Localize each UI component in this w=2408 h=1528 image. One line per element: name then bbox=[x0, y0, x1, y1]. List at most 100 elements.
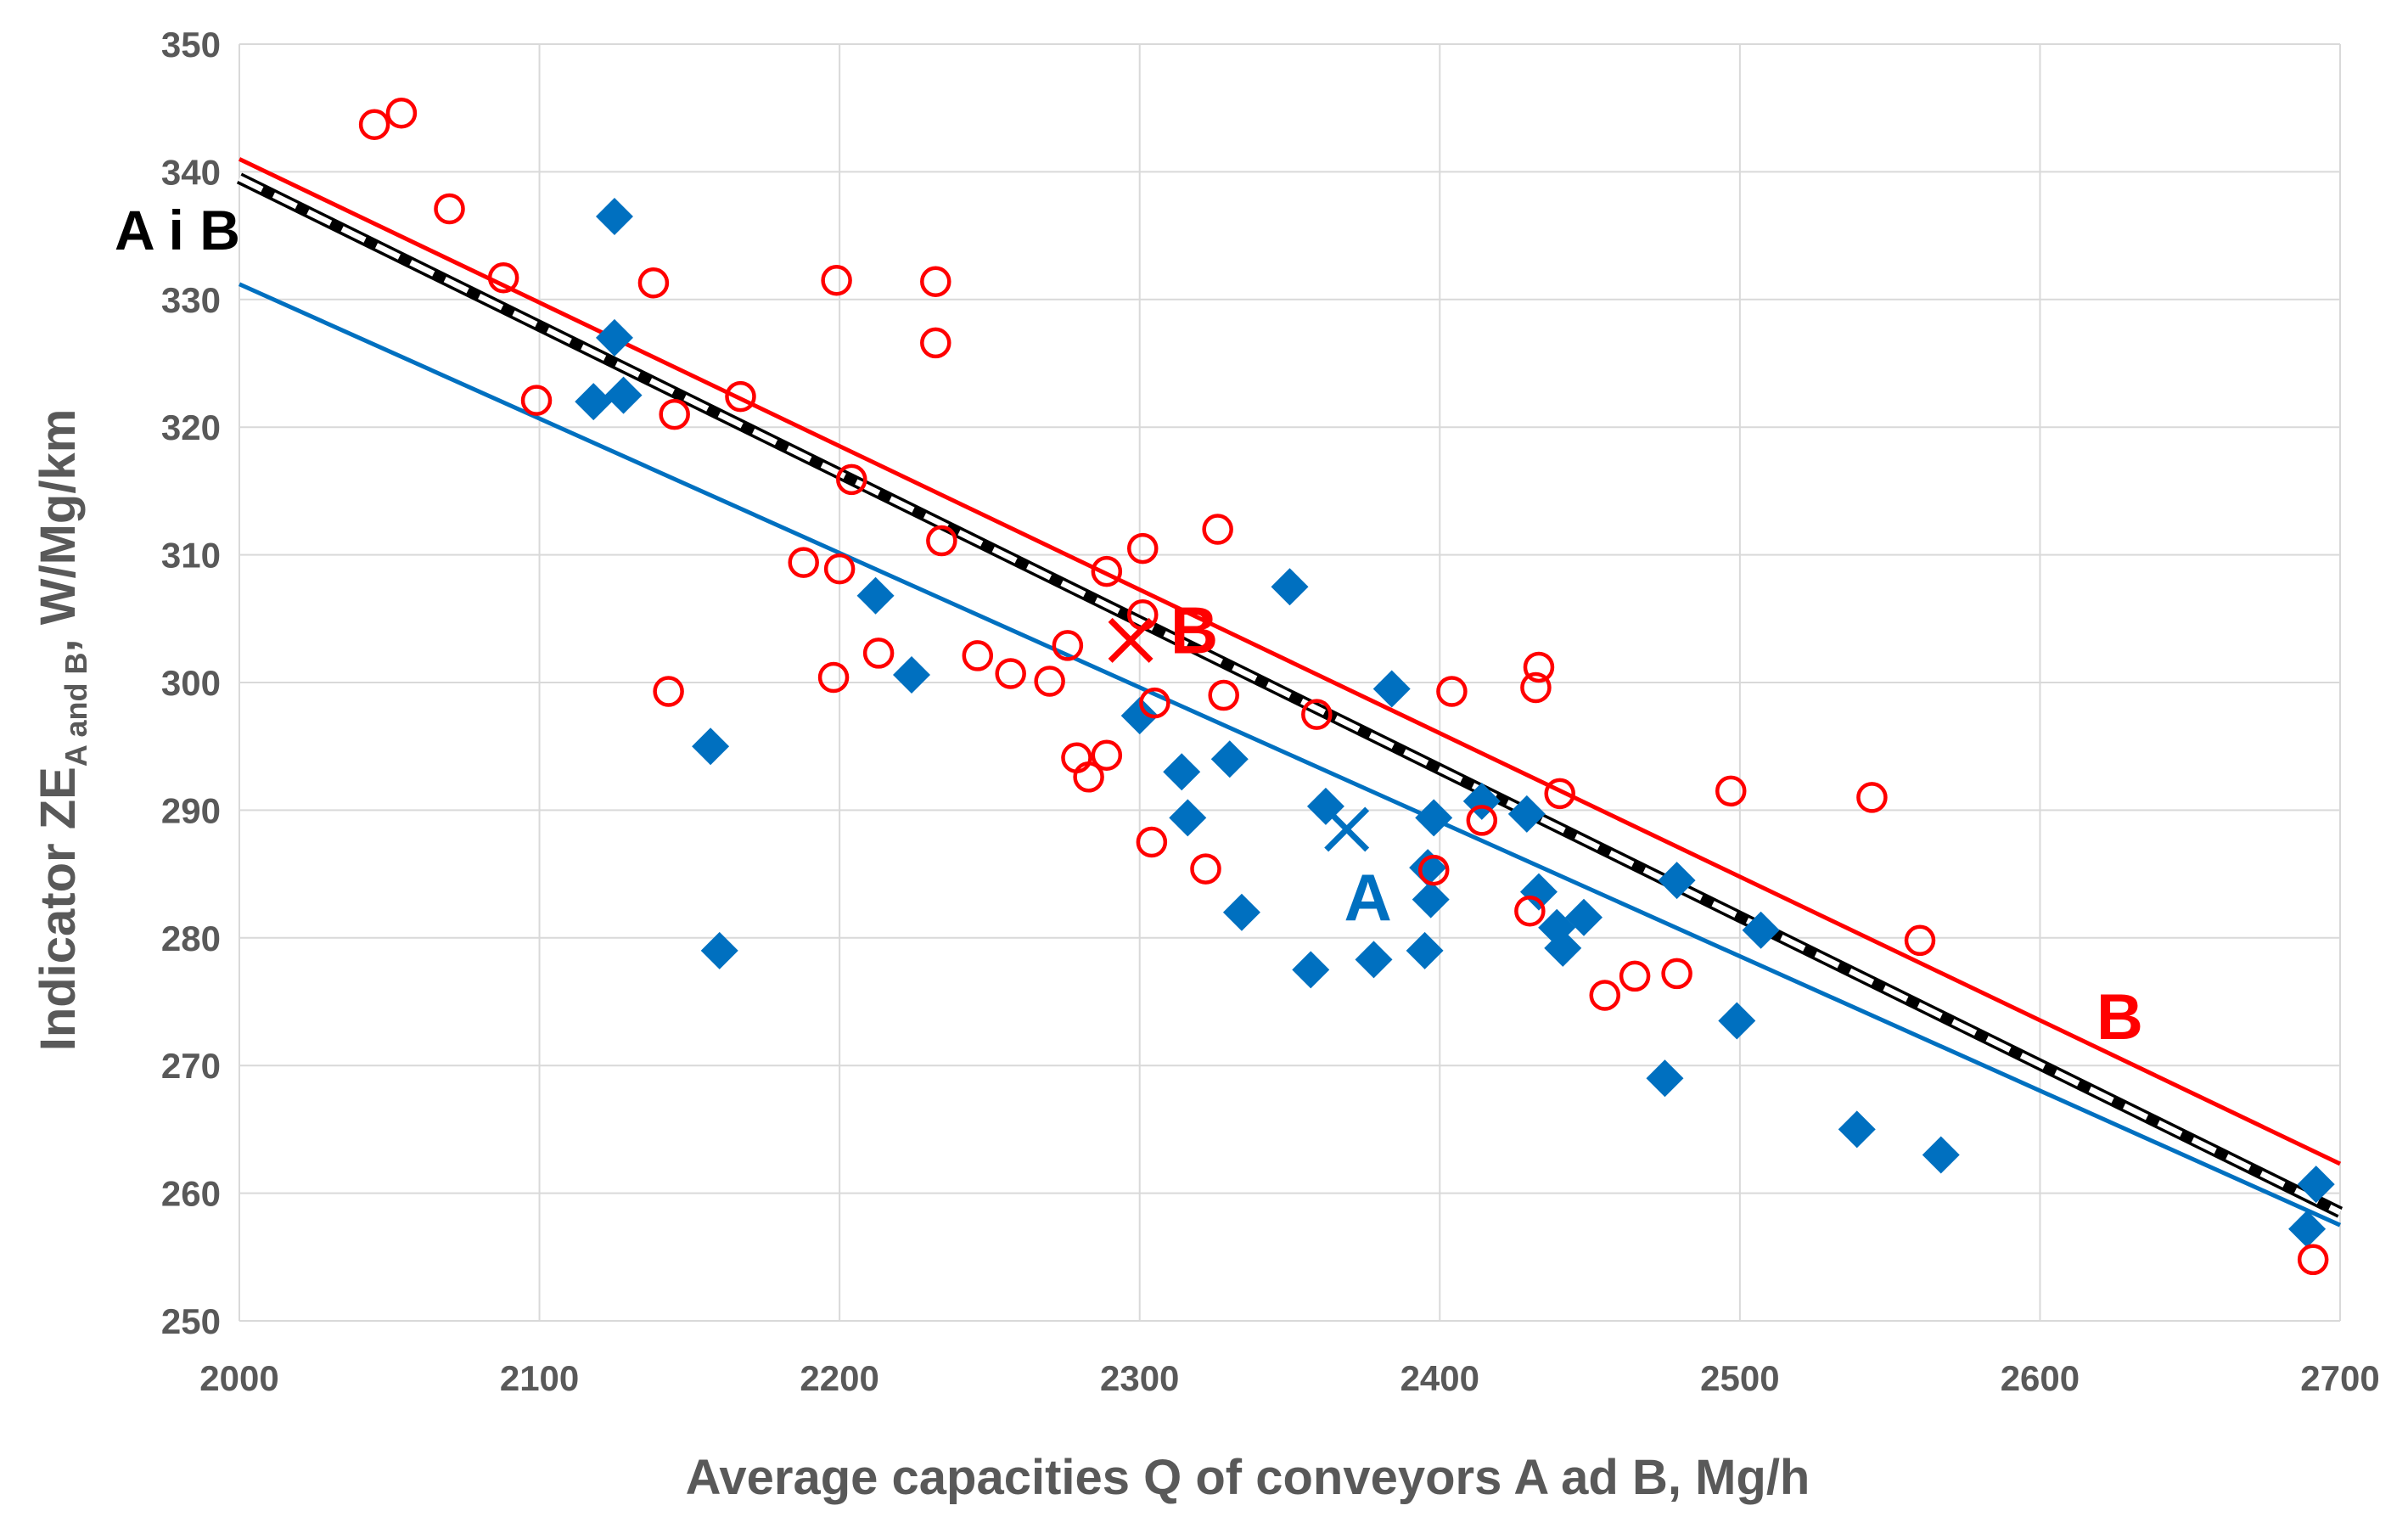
point-b bbox=[823, 553, 856, 585]
point-b bbox=[1904, 924, 1936, 957]
point-a bbox=[1658, 862, 1696, 900]
point-a bbox=[1415, 799, 1453, 837]
point-b bbox=[520, 385, 553, 416]
point-b bbox=[862, 638, 895, 669]
mean-label-b: B bbox=[1170, 593, 1218, 667]
point-b bbox=[637, 267, 670, 299]
point-a bbox=[1222, 893, 1260, 931]
point-b bbox=[1052, 630, 1084, 661]
point-b bbox=[1301, 699, 1333, 730]
mean-label-a: A bbox=[1344, 860, 1392, 935]
point-a bbox=[1372, 670, 1411, 708]
x-tick-label: 2700 bbox=[2300, 1358, 2379, 1398]
point-b bbox=[817, 661, 850, 694]
point-a bbox=[1292, 951, 1330, 989]
y-axis-title-sub: A and B bbox=[59, 652, 93, 767]
point-b bbox=[1190, 853, 1221, 885]
data-points bbox=[358, 97, 2335, 1276]
y-tick-label: 350 bbox=[161, 25, 221, 65]
point-b bbox=[1661, 958, 1692, 990]
y-tick-label: 280 bbox=[161, 918, 221, 958]
x-axis-title: Average capacities Q of conveyors A ad B… bbox=[686, 1450, 1810, 1505]
point-a bbox=[595, 318, 633, 357]
trendline-a bbox=[238, 282, 2342, 1227]
point-a bbox=[1646, 1059, 1684, 1098]
point-b bbox=[487, 261, 519, 294]
point-a bbox=[1544, 929, 1582, 967]
point-a bbox=[1412, 880, 1450, 918]
point-b bbox=[434, 193, 465, 225]
point-a bbox=[1355, 941, 1393, 979]
trendlines bbox=[236, 157, 2343, 1227]
point-b bbox=[920, 266, 951, 297]
point-b bbox=[1417, 854, 1450, 886]
point-b bbox=[836, 463, 867, 496]
point-b bbox=[1091, 739, 1123, 771]
point-b bbox=[1436, 676, 1468, 707]
point-b bbox=[2297, 1244, 2329, 1276]
point-b bbox=[358, 109, 390, 141]
y-tick-label: 320 bbox=[161, 407, 221, 447]
point-b bbox=[1619, 960, 1651, 992]
point-a bbox=[604, 376, 643, 414]
point-b bbox=[920, 327, 951, 359]
point-b bbox=[1073, 761, 1104, 793]
point-a bbox=[1742, 911, 1780, 949]
point-a bbox=[1163, 753, 1201, 791]
point-a bbox=[856, 576, 895, 615]
y-tick-label: 330 bbox=[161, 280, 221, 320]
point-a bbox=[1718, 1002, 1756, 1040]
point-a bbox=[1838, 1110, 1876, 1149]
point-b bbox=[1136, 826, 1168, 858]
point-b bbox=[1139, 687, 1170, 719]
point-b bbox=[1514, 895, 1546, 927]
point-a bbox=[1406, 931, 1444, 969]
grid-lines bbox=[239, 43, 2341, 1322]
point-b bbox=[385, 97, 418, 129]
point-b bbox=[1208, 679, 1239, 711]
point-a bbox=[1565, 898, 1603, 936]
y-tick-label: 310 bbox=[161, 536, 221, 576]
point-b bbox=[1202, 514, 1233, 545]
point-b bbox=[1127, 532, 1159, 565]
point-b bbox=[821, 264, 852, 296]
x-tick-label: 2000 bbox=[199, 1358, 278, 1398]
point-b bbox=[1544, 778, 1575, 810]
point-a bbox=[1507, 795, 1546, 833]
point-a bbox=[692, 727, 730, 766]
point-b bbox=[653, 676, 684, 707]
y-tick-label: 290 bbox=[161, 790, 221, 830]
y-axis-title-main: Indicator ZE bbox=[31, 767, 86, 1051]
y-axis-title-tail: , W/Mg/km bbox=[31, 409, 86, 653]
point-b bbox=[1034, 666, 1065, 697]
y-tick-label: 250 bbox=[161, 1301, 221, 1341]
point-a bbox=[1169, 799, 1207, 837]
point-a bbox=[1922, 1136, 1960, 1174]
annotations: A B A i B B bbox=[115, 199, 2143, 1053]
point-a bbox=[700, 931, 738, 969]
y-tick-label: 270 bbox=[161, 1046, 221, 1086]
point-b bbox=[1466, 805, 1498, 836]
mean-cross-stroke bbox=[1108, 617, 1153, 663]
point-b bbox=[1523, 651, 1555, 683]
x-tick-label: 2400 bbox=[1400, 1358, 1479, 1398]
point-a bbox=[893, 655, 930, 694]
mean-cross-stroke bbox=[1324, 806, 1370, 852]
point-b bbox=[926, 525, 957, 557]
x-tick-label: 2300 bbox=[1100, 1358, 1179, 1398]
point-b bbox=[1091, 555, 1123, 587]
mean-marker-b bbox=[1108, 617, 1153, 663]
point-a bbox=[595, 198, 633, 236]
y-axis-title: Indicator ZEA and B, W/Mg/km bbox=[31, 409, 93, 1052]
point-a bbox=[1120, 697, 1159, 735]
point-b bbox=[659, 398, 690, 430]
tick-labels: 250 260 270 280 290 300 310 320 330 340 350 2000 210… bbox=[161, 25, 2380, 1398]
point-a bbox=[575, 383, 613, 421]
x-tick-label: 2100 bbox=[500, 1358, 579, 1398]
trendline-b bbox=[238, 157, 2342, 1166]
y-tick-label: 340 bbox=[161, 152, 221, 192]
x-tick-label: 2600 bbox=[2001, 1358, 2080, 1398]
trendline-label-b: B bbox=[2096, 981, 2143, 1053]
point-a bbox=[1271, 568, 1309, 606]
